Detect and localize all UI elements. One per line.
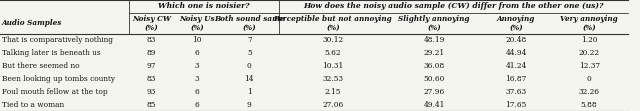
Text: Both sound same
(%): Both sound same (%) bbox=[214, 15, 284, 32]
Text: That is comparatively nothing: That is comparatively nothing bbox=[2, 36, 113, 44]
Text: 6: 6 bbox=[195, 49, 199, 57]
Text: 20.22: 20.22 bbox=[579, 49, 600, 57]
Text: 3: 3 bbox=[195, 62, 199, 70]
Text: Been looking up tombs county: Been looking up tombs county bbox=[2, 75, 115, 83]
Text: Slightly annoying
(%): Slightly annoying (%) bbox=[398, 15, 470, 32]
Text: 0: 0 bbox=[587, 75, 591, 83]
Text: But there seemed no: But there seemed no bbox=[2, 62, 79, 70]
Text: 16.87: 16.87 bbox=[505, 75, 527, 83]
Text: 49.41: 49.41 bbox=[423, 101, 445, 109]
Text: Foul mouth fellow at the top: Foul mouth fellow at the top bbox=[2, 88, 108, 96]
Text: 9: 9 bbox=[247, 101, 252, 109]
Text: 20.48: 20.48 bbox=[506, 36, 527, 44]
Text: 27.06: 27.06 bbox=[323, 101, 344, 109]
Text: Very annoying
(%): Very annoying (%) bbox=[560, 15, 618, 32]
Text: 36.08: 36.08 bbox=[424, 62, 445, 70]
Text: 1.20: 1.20 bbox=[581, 36, 597, 44]
Text: 10: 10 bbox=[192, 36, 202, 44]
Text: Perceptible but not annoying
(%): Perceptible but not annoying (%) bbox=[273, 15, 392, 32]
Text: 7: 7 bbox=[247, 36, 252, 44]
Text: 48.19: 48.19 bbox=[423, 36, 445, 44]
Text: 97: 97 bbox=[147, 62, 156, 70]
Text: 2.15: 2.15 bbox=[324, 88, 341, 96]
Text: 41.24: 41.24 bbox=[506, 62, 527, 70]
Text: Tied to a woman: Tied to a woman bbox=[2, 101, 64, 109]
Text: 5.62: 5.62 bbox=[324, 49, 341, 57]
Text: 27.96: 27.96 bbox=[424, 88, 445, 96]
Text: 3: 3 bbox=[195, 75, 199, 83]
Text: 0: 0 bbox=[247, 62, 252, 70]
Text: 6: 6 bbox=[195, 88, 199, 96]
Text: 32.53: 32.53 bbox=[323, 75, 344, 83]
Text: 30.12: 30.12 bbox=[323, 36, 344, 44]
Text: 44.94: 44.94 bbox=[505, 49, 527, 57]
Text: 29.21: 29.21 bbox=[424, 49, 445, 57]
Text: 6: 6 bbox=[195, 101, 199, 109]
Text: 32.26: 32.26 bbox=[579, 88, 600, 96]
Text: Which one is noisier?: Which one is noisier? bbox=[158, 2, 250, 10]
Text: 93: 93 bbox=[147, 88, 156, 96]
Text: 5: 5 bbox=[247, 49, 252, 57]
Text: 83: 83 bbox=[147, 75, 156, 83]
Text: Noisy CW
(%): Noisy CW (%) bbox=[132, 15, 171, 32]
Text: 83: 83 bbox=[147, 36, 156, 44]
Text: 85: 85 bbox=[147, 101, 156, 109]
Text: 5.88: 5.88 bbox=[581, 101, 598, 109]
Text: 37.63: 37.63 bbox=[506, 88, 527, 96]
Text: Audio Samples: Audio Samples bbox=[2, 19, 62, 27]
Text: 1: 1 bbox=[247, 88, 252, 96]
Text: Talking later is beneath us: Talking later is beneath us bbox=[2, 49, 100, 57]
Text: 50.60: 50.60 bbox=[423, 75, 445, 83]
Text: 12.37: 12.37 bbox=[579, 62, 600, 70]
Text: Annoying
(%): Annoying (%) bbox=[497, 15, 535, 32]
Text: 10.31: 10.31 bbox=[323, 62, 344, 70]
Text: Noisy Us
(%): Noisy Us (%) bbox=[179, 15, 215, 32]
Text: How does the noisy audio sample (CW) differ from the other one (us)?: How does the noisy audio sample (CW) dif… bbox=[303, 2, 604, 10]
Text: 89: 89 bbox=[147, 49, 156, 57]
Text: 14: 14 bbox=[244, 75, 254, 83]
Text: 17.65: 17.65 bbox=[505, 101, 527, 109]
